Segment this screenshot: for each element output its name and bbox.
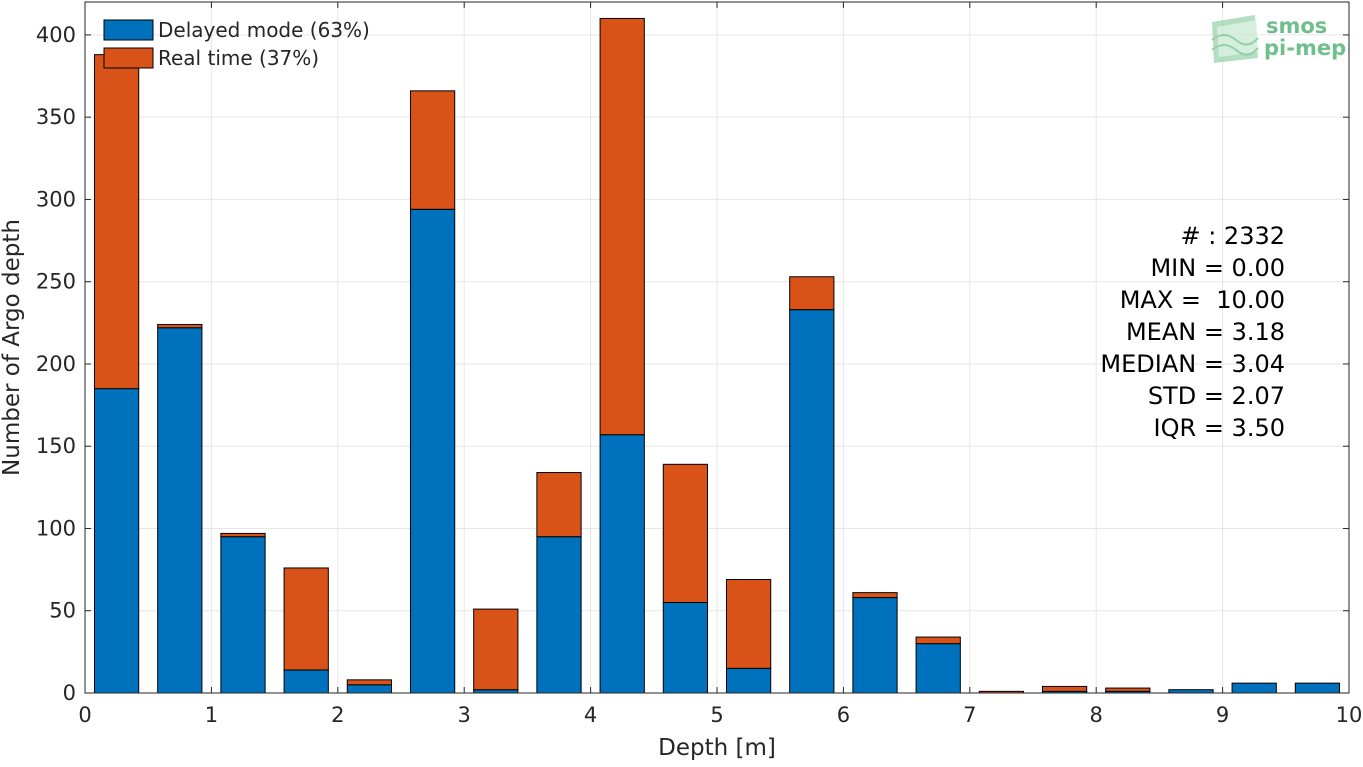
bar-delayed-mode-1: [157, 327, 203, 694]
x-tick-label-7: 7: [963, 703, 976, 727]
y-tick-label-1: 50: [49, 599, 76, 623]
bar-delayed-mode-4: [346, 684, 393, 694]
y-axis-label: Number of Argo depth: [0, 219, 25, 476]
x-tick-label-10: 10: [1336, 703, 1363, 727]
stat-min: MIN = 0.00: [1150, 254, 1285, 282]
bar-real-time-0: [93, 54, 140, 390]
bar-real-time-13: [915, 636, 961, 645]
x-tick-label-2: 2: [331, 703, 344, 727]
x-tick-label-3: 3: [458, 703, 471, 727]
bar-real-time-16: [1105, 687, 1151, 692]
y-tick-label-6: 300: [36, 187, 76, 211]
bar-real-time-8: [599, 17, 645, 436]
bar-real-time-15: [1041, 685, 1088, 692]
x-tick-label-9: 9: [1216, 703, 1229, 727]
x-tick-label-6: 6: [837, 703, 850, 727]
bar-real-time-9: [662, 463, 709, 604]
bar-delayed-mode-7: [536, 536, 582, 694]
stat-max: MAX = 10.00: [1120, 286, 1285, 314]
bar-delayed-mode-11: [789, 309, 835, 694]
bar-delayed-mode-8: [599, 434, 645, 694]
bar-real-time-4: [346, 679, 393, 686]
y-tick-label-3: 150: [36, 434, 76, 458]
y-tick-label-2: 100: [36, 516, 76, 540]
bar-real-time-3: [283, 567, 329, 671]
wave-logo-icon: [1211, 15, 1259, 63]
x-tick-label-5: 5: [710, 703, 723, 727]
logo-text-pi-mep: pi-mep: [1264, 36, 1346, 60]
bar-delayed-mode-13: [915, 643, 961, 694]
x-tick-label-4: 4: [584, 703, 597, 727]
bar-real-time-11: [789, 276, 835, 311]
x-axis-label: Depth [m]: [658, 735, 776, 761]
bar-real-time-6: [473, 608, 519, 691]
bar-delayed-mode-10: [725, 667, 772, 694]
x-tick-label-0: 0: [78, 703, 91, 727]
bars: [93, 17, 1341, 694]
bar-real-time-5: [409, 90, 456, 210]
bar-real-time-2: [220, 532, 266, 538]
y-tick-label-0: 0: [63, 681, 76, 705]
x-tick-label-1: 1: [205, 703, 218, 727]
bar-real-time-7: [536, 472, 582, 538]
stat-iqr: IQR = 3.50: [1154, 414, 1285, 442]
legend-label-delayed-mode: Delayed mode (63%): [158, 18, 370, 42]
bar-delayed-mode-18: [1231, 682, 1277, 694]
logo-text-smos: smos: [1266, 14, 1327, 38]
legend-swatch-delayed-mode: [103, 19, 154, 41]
bar-real-time-12: [852, 592, 898, 599]
bar-real-time-1: [157, 323, 203, 329]
stat-count: # : 2332: [1180, 222, 1285, 250]
x-tick-label-8: 8: [1090, 703, 1103, 727]
bar-delayed-mode-19: [1294, 682, 1341, 694]
bar-delayed-mode-5: [409, 208, 456, 694]
bar-delayed-mode-12: [852, 597, 898, 694]
smos-pi-mep-logo: smos pi-mep: [1211, 14, 1346, 63]
y-tick-label-7: 350: [36, 105, 76, 129]
stat-mean: MEAN = 3.18: [1126, 318, 1285, 346]
statistics-annotation: # : 2332 MIN = 0.00 MAX = 10.00 MEAN = 3…: [1100, 222, 1285, 442]
y-tick-label-4: 200: [36, 352, 76, 376]
y-tick-label-8: 400: [36, 23, 76, 47]
stat-median: MEDIAN = 3.04: [1100, 350, 1285, 378]
legend-label-real-time: Real time (37%): [158, 46, 319, 70]
legend: Delayed mode (63%) Real time (37%): [103, 18, 370, 70]
bar-delayed-mode-9: [662, 602, 709, 694]
y-tick-label-5: 250: [36, 270, 76, 294]
legend-swatch-real-time: [103, 47, 154, 69]
stat-std: STD = 2.07: [1148, 382, 1285, 410]
bar-delayed-mode-0: [93, 388, 140, 694]
bar-real-time-10: [725, 578, 772, 669]
bar-delayed-mode-2: [220, 536, 266, 694]
bar-delayed-mode-3: [283, 669, 329, 694]
